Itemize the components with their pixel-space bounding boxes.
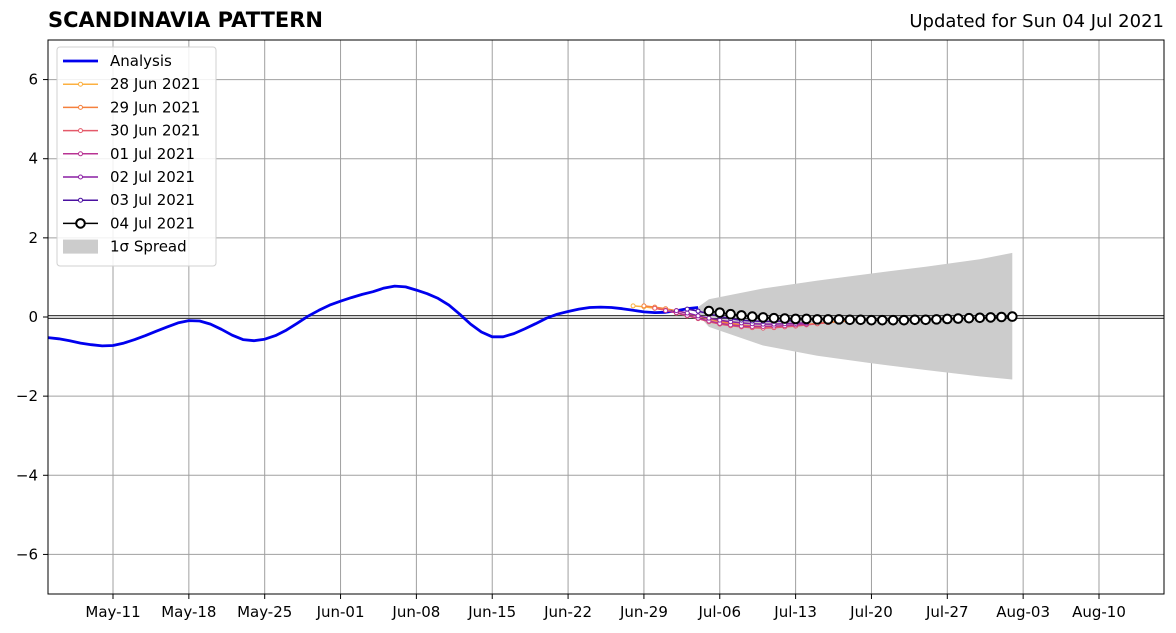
latest-forecast-point (866, 314, 877, 326)
latest-forecast-point (909, 314, 921, 326)
legend-swatch-marker (78, 174, 83, 180)
x-tick-label: May-11 (85, 603, 140, 621)
x-tick-label: May-18 (161, 603, 216, 621)
legend-label: 02 Jul 2021 (110, 168, 195, 186)
x-tick-label: May-25 (237, 603, 292, 621)
latest-forecast-point (714, 307, 726, 318)
latest-forecast-point (779, 313, 791, 324)
latest-forecast-point (790, 313, 801, 325)
latest-forecast-point (757, 312, 769, 323)
x-tick-label: Jun-29 (619, 603, 668, 621)
latest-forecast-point (703, 305, 715, 317)
spread-band-layer (698, 252, 1013, 380)
legend-label: 29 Jun 2021 (110, 98, 200, 116)
plot-frame (47, 39, 1165, 595)
latest-forecast-point (942, 313, 953, 325)
latest-forecast-point (725, 308, 736, 320)
latest-forecast-point (746, 311, 758, 322)
x-tick-label: Jun-22 (543, 603, 592, 621)
latest-forecast-point (811, 314, 823, 325)
legend: Analysis 28 Jun 2021 29 Jun 2021 30 Jun 202… (56, 46, 217, 267)
series-layer (47, 284, 1018, 348)
x-tick-label: Jul-06 (697, 603, 741, 621)
forecast-point (652, 305, 658, 311)
x-tick-label: Aug-03 (996, 603, 1050, 621)
forecast-point (684, 306, 690, 312)
x-tick-label: Jun-08 (391, 603, 440, 621)
forecast-point (695, 308, 701, 314)
forecast-point (630, 303, 636, 309)
y-tick-label: −6 (16, 545, 38, 563)
legend-label: 1σ Spread (110, 238, 187, 256)
chart-title: SCANDINAVIA PATTERN (48, 8, 323, 32)
x-tick-label: Jul-27 (925, 603, 969, 621)
forecast-point (641, 303, 647, 309)
latest-forecast-point (887, 314, 899, 326)
legend-label: 03 Jul 2021 (110, 191, 195, 209)
forecast-point (663, 308, 669, 314)
latest-forecast-point (1007, 311, 1018, 322)
forecast-point (684, 310, 690, 316)
x-tick-label: Jul-20 (849, 603, 893, 621)
forecast-point (673, 308, 679, 314)
legend-swatch-marker (78, 128, 83, 134)
x-tick-label: Jun-15 (467, 603, 516, 621)
chart-subtitle: Updated for Sun 04 Jul 2021 (909, 11, 1164, 32)
legend-label: Analysis (110, 52, 172, 70)
legend-box (56, 46, 217, 267)
latest-forecast-point (768, 312, 780, 324)
latest-forecast-point (952, 313, 964, 324)
x-tick-label: Jul-13 (773, 603, 817, 621)
legend-swatch-marker (78, 151, 83, 157)
y-tick-label: 6 (28, 71, 38, 89)
latest-forecast-point (736, 310, 747, 321)
latest-forecast-point (898, 314, 910, 326)
latest-forecast-point (844, 314, 856, 326)
forecast-point (706, 315, 712, 321)
y-tick-label: 2 (28, 229, 38, 247)
latest-forecast-point (822, 314, 834, 325)
spread-band (698, 252, 1013, 380)
latest-forecast-point (974, 312, 986, 324)
legend-swatch-patch (63, 239, 98, 254)
legend-label: 30 Jun 2021 (110, 122, 200, 140)
latest-forecast-point (931, 314, 942, 325)
legend-label: 01 Jul 2021 (110, 145, 195, 163)
latest-forecast-point (920, 314, 931, 326)
y-tick-label: 4 (28, 150, 38, 168)
axes-layer: May-11 May-18 May-25 Jun-01 Jun-08 Jun-15 Jun-… (16, 39, 1165, 621)
analysis-line (47, 284, 699, 348)
legend-swatch-marker (75, 218, 86, 229)
legend-label: 04 Jul 2021 (110, 214, 195, 232)
latest-forecast-point (996, 311, 1007, 323)
latest-forecast-point (855, 314, 866, 326)
legend-swatch-marker (78, 104, 83, 110)
y-tick-label: 0 (28, 308, 38, 326)
latest-forecast-point (833, 314, 845, 325)
grid-lines (48, 40, 1164, 594)
forecast-point (695, 313, 701, 319)
y-tick-label: −4 (16, 466, 38, 484)
x-tick-label: Jun-01 (316, 603, 365, 621)
legend-swatch-marker (78, 81, 83, 87)
latest-forecast-point (985, 312, 996, 323)
legend-label: 28 Jun 2021 (110, 75, 200, 93)
y-tick-label: −2 (16, 387, 38, 405)
legend-swatch-marker (78, 197, 83, 203)
latest-forecast-point (963, 312, 975, 324)
latest-forecast-point (876, 314, 888, 326)
x-tick-label: Aug-10 (1072, 603, 1126, 621)
latest-forecast-point (801, 313, 812, 325)
